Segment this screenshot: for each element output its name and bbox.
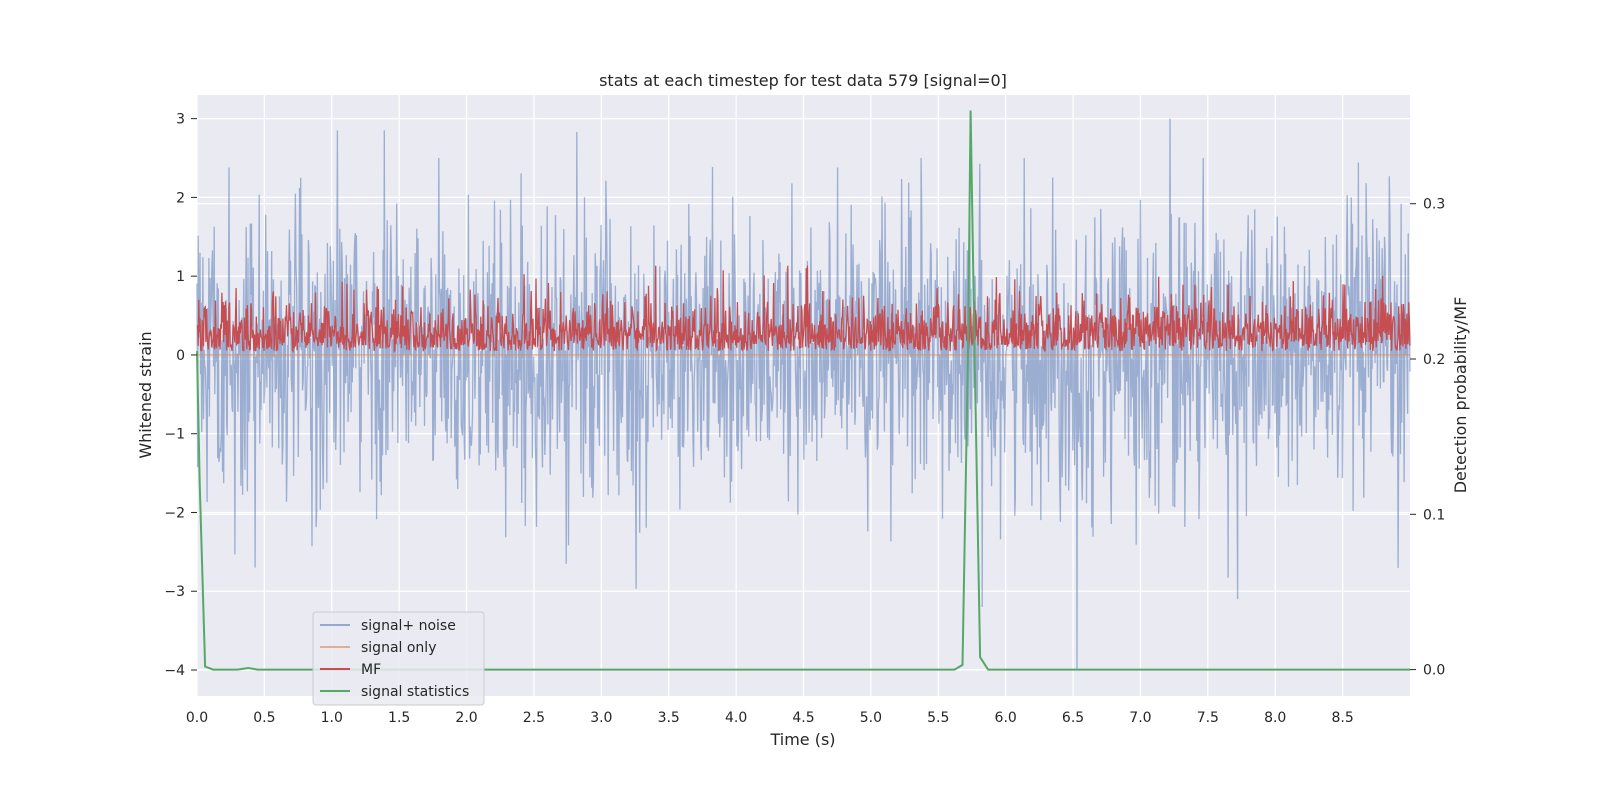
legend-item-signal-only: signal only [320,640,436,656]
legend-box [312,611,485,706]
series-signal-noise-line [196,118,1411,671]
series-signal-statistics-line [196,110,1410,671]
x-tick-label: 5.0 [860,710,882,726]
x-tick-label: 7.0 [1129,710,1151,726]
x-tick-label: 0.0 [186,710,208,726]
legend-item-mf: MF [320,662,381,678]
y-tick-label: −1 [164,427,185,443]
y-right-tick-label: 0.3 [1423,197,1445,213]
y-right-tick-label: 0.1 [1423,507,1445,523]
y-tick-label: −4 [164,663,185,679]
svg-text:signal statistics: signal statistics [361,684,469,700]
y-right-tick-label: 0.2 [1423,352,1445,368]
x-tick-label: 3.5 [658,710,680,726]
x-tick-label: 2.5 [523,710,545,726]
y-tick-label: 3 [176,112,185,128]
x-axis-label: Time (s) [769,730,835,749]
x-tick-label: 6.0 [995,710,1017,726]
svg-text:signal only: signal only [361,640,436,656]
y-tick-label: 1 [176,269,185,285]
y-axis-left: 3 2 1 0 −1 −2 −3 −4 [164,112,197,679]
x-tick-label: 8.5 [1331,710,1353,726]
x-tick-label: 5.5 [927,710,949,726]
legend-item-signal-noise: signal+ noise [320,618,456,634]
chart-title: stats at each timestep for test data 579… [599,71,1007,90]
x-tick-label: 1.5 [388,710,410,726]
y-tick-label: −3 [164,584,185,600]
legend-item-signal-statistics: signal statistics [320,684,469,700]
x-tick-label: 8.0 [1264,710,1286,726]
y-tick-label: 2 [176,190,185,206]
series-mf-line [196,265,1411,354]
svg-text:signal+ noise: signal+ noise [361,618,456,634]
y-tick-label: −2 [164,505,185,521]
x-tick-label: 1.0 [321,710,343,726]
y-right-tick-label: 0.0 [1423,663,1445,679]
series-layer [196,110,1411,671]
y-axis-right: 0.3 0.2 0.1 0.0 [1410,197,1445,679]
x-tick-label: 4.5 [792,710,814,726]
svg-text:MF: MF [361,662,381,678]
y-tick-label: 0 [176,348,185,364]
x-tick-label: 3.0 [590,710,612,726]
y-axis-label-right: Detection probability/MF [1451,297,1470,494]
x-tick-label: 7.5 [1197,710,1219,726]
x-tick-label: 2.0 [455,710,477,726]
x-tick-label: 6.5 [1062,710,1084,726]
y-axis-label: Whitened strain [136,331,155,458]
x-tick-label: 0.5 [253,710,275,726]
x-tick-label: 4.0 [725,710,747,726]
x-axis: 0.0 0.5 1.0 1.5 2.0 2.5 3.0 3.5 4.0 4.5 5.0 5.5 6.0 6… [186,710,1354,726]
legend: signal+ noise signal only MF signal stat… [312,611,485,706]
